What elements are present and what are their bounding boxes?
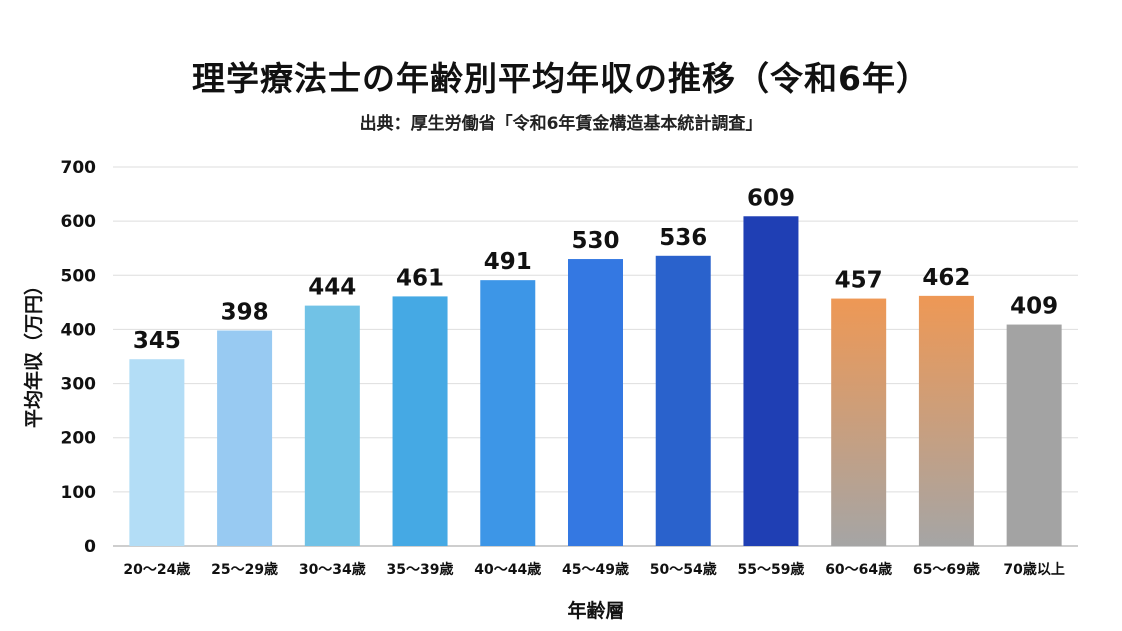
data-label: 409	[1010, 294, 1058, 320]
data-label: 462	[922, 265, 970, 291]
bar-4	[392, 296, 448, 546]
y-tick-label: 600	[61, 212, 97, 232]
x-tick-label: 45〜49歳	[562, 561, 629, 578]
x-tick-label: 70歳以上	[1003, 561, 1064, 578]
data-label: 491	[484, 249, 532, 275]
bar-11	[1006, 324, 1062, 546]
chart-subtitle: 出典：厚生労働省「令和6年賃金構造基本統計調査」	[359, 114, 763, 134]
data-label: 461	[396, 265, 444, 291]
data-label: 398	[221, 300, 269, 326]
y-tick-label: 0	[84, 537, 96, 557]
x-tick-label: 40〜44歳	[474, 561, 541, 578]
y-tick-label: 700	[61, 158, 97, 178]
data-label: 444	[308, 275, 356, 301]
x-tick-label: 60〜64歳	[825, 561, 892, 578]
x-tick-label: 50〜54歳	[650, 561, 717, 578]
x-tick-label: 30〜34歳	[299, 561, 366, 578]
bar-3	[304, 305, 360, 546]
y-tick-label: 300	[61, 375, 97, 395]
bar-8	[743, 216, 799, 546]
data-label: 457	[835, 268, 883, 294]
y-axis-ticks: 0 100 200 300 400 500 600 700	[61, 158, 97, 557]
bars	[129, 216, 1062, 546]
y-tick-label: 500	[61, 266, 97, 286]
data-label: 530	[571, 228, 619, 254]
bar-10	[918, 295, 974, 546]
bar-6	[568, 259, 623, 546]
bar-7	[655, 255, 711, 546]
y-tick-label: 400	[61, 320, 97, 340]
x-tick-label: 65〜69歳	[913, 561, 980, 578]
x-tick-label: 20〜24歳	[123, 561, 190, 578]
chart-title: 理学療法士の年齢別平均年収の推移（令和6年）	[192, 59, 930, 98]
x-tick-label: 35〜39歳	[387, 561, 454, 578]
x-axis-title: 年齢層	[567, 599, 624, 622]
data-labels: 345 398 444 461 491 530 536 609 457 462 409	[133, 185, 1058, 354]
x-tick-label: 55〜59歳	[737, 561, 804, 578]
data-label: 609	[747, 185, 795, 211]
y-tick-label: 100	[61, 483, 97, 503]
bar-1	[129, 359, 185, 546]
bar-5	[480, 280, 536, 546]
data-label: 536	[659, 225, 707, 251]
bar-2	[217, 330, 273, 546]
x-tick-label: 25〜29歳	[211, 561, 278, 578]
x-axis-ticks: 20〜24歳 25〜29歳 30〜34歳 35〜39歳 40〜44歳 45〜49歳 50〜5…	[123, 561, 1064, 578]
bar-9	[831, 298, 887, 546]
y-axis-title: 平均年収（万円）	[22, 276, 45, 428]
y-tick-label: 200	[61, 429, 97, 449]
data-label: 345	[133, 328, 181, 354]
